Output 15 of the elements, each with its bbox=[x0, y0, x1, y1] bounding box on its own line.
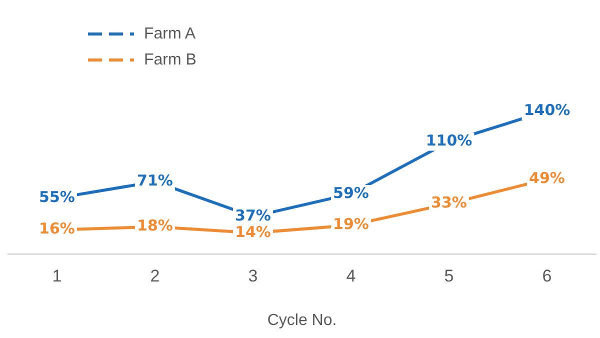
x-tick-label: 3 bbox=[248, 266, 258, 286]
data-label: 110% bbox=[426, 132, 472, 150]
x-tick-label: 2 bbox=[150, 266, 160, 286]
data-label: 55% bbox=[39, 188, 75, 206]
data-label: 49% bbox=[529, 168, 565, 187]
x-tick-label: 5 bbox=[444, 266, 454, 286]
x-tick-label: 6 bbox=[542, 266, 552, 286]
x-axis-title: Cycle No. bbox=[267, 312, 337, 329]
x-tick-label: 1 bbox=[52, 266, 62, 286]
data-label: 140% bbox=[524, 100, 570, 119]
data-label: 14% bbox=[235, 222, 271, 241]
x-tick-label: 4 bbox=[346, 266, 356, 286]
data-label: 16% bbox=[39, 220, 75, 238]
legend-label: Farm B bbox=[144, 51, 196, 68]
legend-label: Farm A bbox=[144, 25, 196, 42]
